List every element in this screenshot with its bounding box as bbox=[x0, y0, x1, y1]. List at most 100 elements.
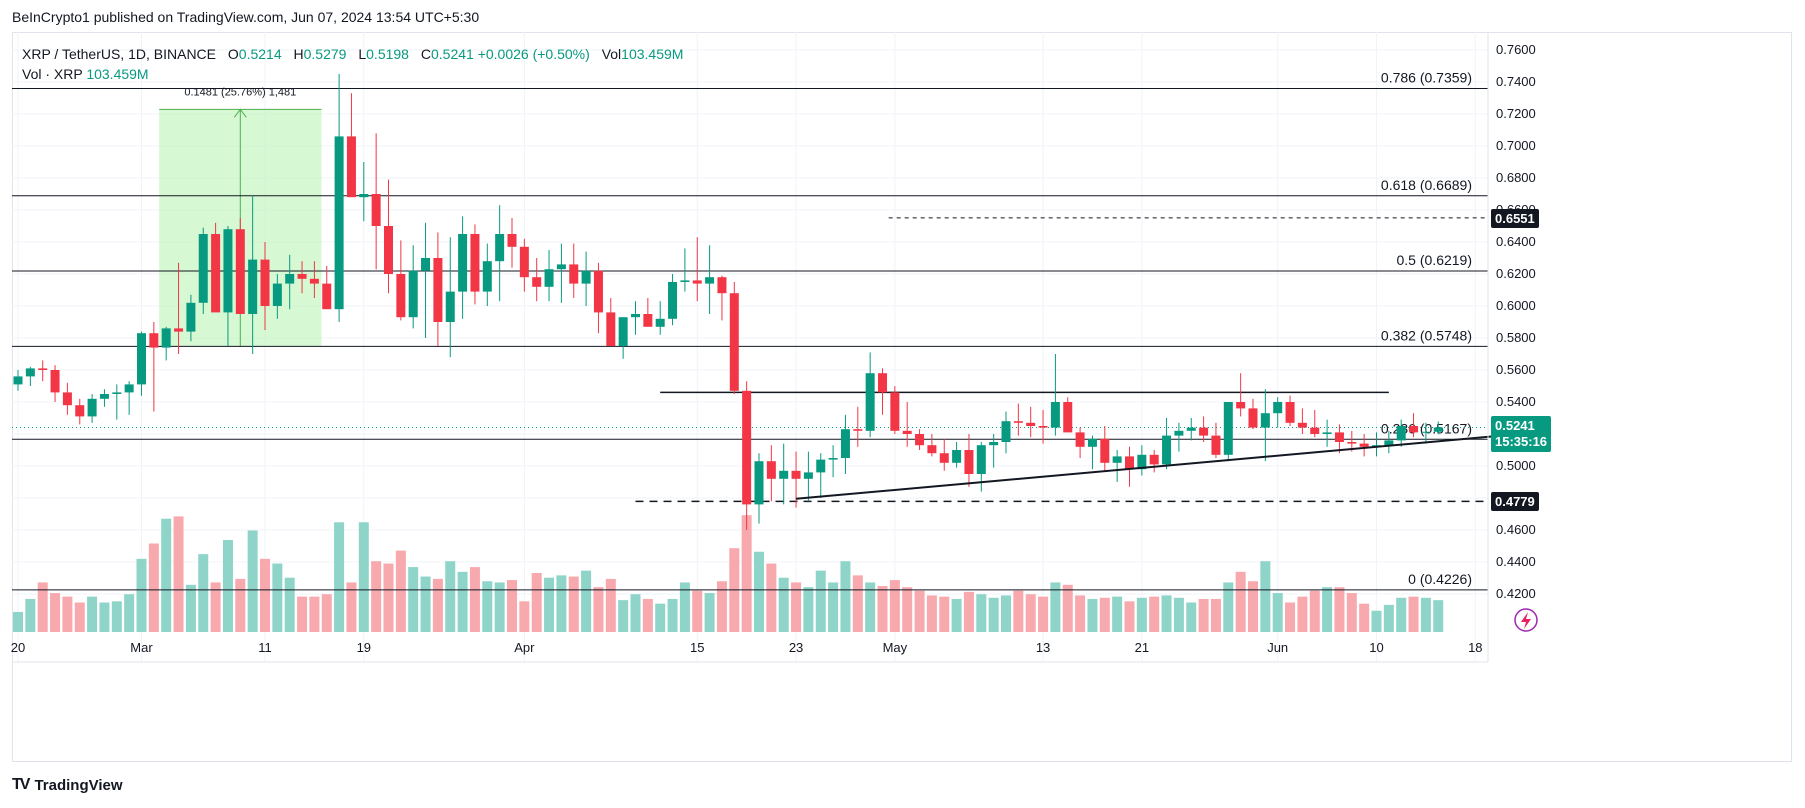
y-tick-label: 0.4400 bbox=[1496, 554, 1536, 569]
candle-body bbox=[865, 373, 875, 431]
candle-body bbox=[186, 302, 196, 332]
candle-body bbox=[754, 461, 764, 505]
volume-bar bbox=[383, 563, 394, 632]
bolt-icon-glyph bbox=[1521, 612, 1531, 629]
candle-body bbox=[927, 445, 937, 454]
x-tick-label: 23 bbox=[789, 640, 803, 655]
candle-body bbox=[618, 317, 628, 346]
volume-bar bbox=[1248, 581, 1258, 632]
candle-body bbox=[1125, 456, 1134, 470]
legend-h-label: H bbox=[293, 46, 304, 62]
candle-body bbox=[1100, 438, 1110, 463]
legend-symbol[interactable]: XRP / TetherUS, 1D, BINANCE bbox=[22, 46, 216, 62]
x-tick-label: Mar bbox=[130, 640, 153, 655]
volume-bar bbox=[828, 582, 839, 632]
volume-bar bbox=[741, 515, 752, 632]
volume-bar bbox=[1136, 597, 1147, 632]
candle-body bbox=[1223, 402, 1233, 455]
candle-body bbox=[1384, 440, 1394, 446]
candle-body bbox=[87, 398, 97, 417]
y-tick-label: 0.7400 bbox=[1496, 74, 1536, 89]
volume-bar bbox=[1297, 596, 1308, 632]
volume-bar bbox=[791, 582, 802, 632]
candle-body bbox=[285, 274, 295, 284]
volume-bar bbox=[630, 594, 641, 632]
candle-body bbox=[507, 234, 517, 247]
candle-body bbox=[260, 259, 270, 306]
candle-body bbox=[161, 328, 171, 348]
tradingview-footer[interactable]: TV TradingView bbox=[12, 776, 123, 794]
volume-bar bbox=[1038, 596, 1049, 632]
legend-open: 0.5214 bbox=[238, 46, 282, 62]
candle-body bbox=[1174, 430, 1184, 436]
volume-bar bbox=[556, 575, 567, 632]
volume-bar bbox=[926, 595, 937, 632]
volume-bar bbox=[284, 577, 295, 632]
candle-body bbox=[149, 333, 159, 348]
volume-bar bbox=[1260, 561, 1271, 632]
price-tag-0.4779: 0.4779 bbox=[1491, 492, 1539, 512]
candle-body bbox=[334, 136, 344, 310]
candle-body bbox=[13, 376, 23, 385]
publisher-line: BeInCrypto1 published on TradingView.com… bbox=[12, 9, 480, 25]
volume-bar bbox=[1285, 602, 1296, 632]
candle-body bbox=[50, 370, 60, 393]
volume-bar bbox=[988, 597, 999, 632]
candle-body bbox=[297, 274, 307, 279]
candle-body bbox=[1273, 402, 1283, 414]
volume-bar bbox=[235, 578, 246, 632]
candle-body bbox=[38, 368, 48, 370]
volume-bar bbox=[297, 596, 308, 632]
candle-body bbox=[631, 314, 640, 318]
candle-body bbox=[519, 246, 529, 278]
volume-bar bbox=[99, 602, 110, 632]
volume-bar bbox=[889, 580, 900, 632]
candle-body bbox=[384, 226, 393, 274]
candle-body bbox=[581, 270, 591, 284]
volume-bar bbox=[1346, 593, 1357, 632]
candle-body bbox=[964, 450, 974, 474]
y-tick-label: 0.5600 bbox=[1496, 362, 1536, 377]
fib-level-label: 0 (0.4226) bbox=[1408, 571, 1472, 587]
volume-bar bbox=[469, 567, 480, 632]
volume-bar bbox=[544, 577, 555, 632]
candle-body bbox=[729, 293, 739, 391]
candle-body bbox=[668, 282, 678, 319]
volume-bar bbox=[124, 594, 135, 632]
candle-body bbox=[1075, 432, 1085, 447]
volume-value: 103.459M bbox=[86, 66, 149, 82]
candle-body bbox=[1050, 402, 1060, 428]
volume-bar bbox=[13, 611, 23, 632]
volume-bar bbox=[1062, 584, 1073, 632]
candle-body bbox=[112, 392, 122, 394]
volume-bar bbox=[1322, 587, 1333, 632]
legend-c-label: C bbox=[420, 46, 431, 62]
volume-bar bbox=[74, 602, 85, 632]
candle-body bbox=[371, 194, 381, 226]
candle-body bbox=[99, 394, 109, 399]
candle-body bbox=[606, 312, 616, 346]
candle-body bbox=[421, 258, 431, 271]
volume-bar bbox=[581, 570, 592, 632]
candle-body bbox=[902, 430, 912, 434]
candle-body bbox=[976, 445, 986, 474]
candle-body bbox=[1199, 427, 1209, 436]
volume-bar bbox=[1198, 598, 1209, 632]
candle-body bbox=[766, 461, 776, 479]
volume-bar bbox=[877, 585, 888, 632]
candle-body bbox=[1162, 435, 1172, 465]
candle-body bbox=[1285, 402, 1295, 423]
y-tick-label: 0.5400 bbox=[1496, 394, 1536, 409]
candle-body bbox=[1322, 432, 1332, 434]
volume-bar bbox=[148, 543, 159, 632]
volume-bar bbox=[334, 522, 345, 632]
candle-body bbox=[248, 259, 258, 314]
volume-bar bbox=[593, 587, 604, 632]
candle-body bbox=[692, 280, 702, 284]
volume-label[interactable]: Vol · XRP bbox=[22, 66, 83, 82]
candle-body bbox=[655, 318, 665, 327]
candle-body bbox=[989, 442, 999, 446]
candle-body bbox=[828, 458, 838, 460]
candle-body bbox=[816, 459, 826, 473]
